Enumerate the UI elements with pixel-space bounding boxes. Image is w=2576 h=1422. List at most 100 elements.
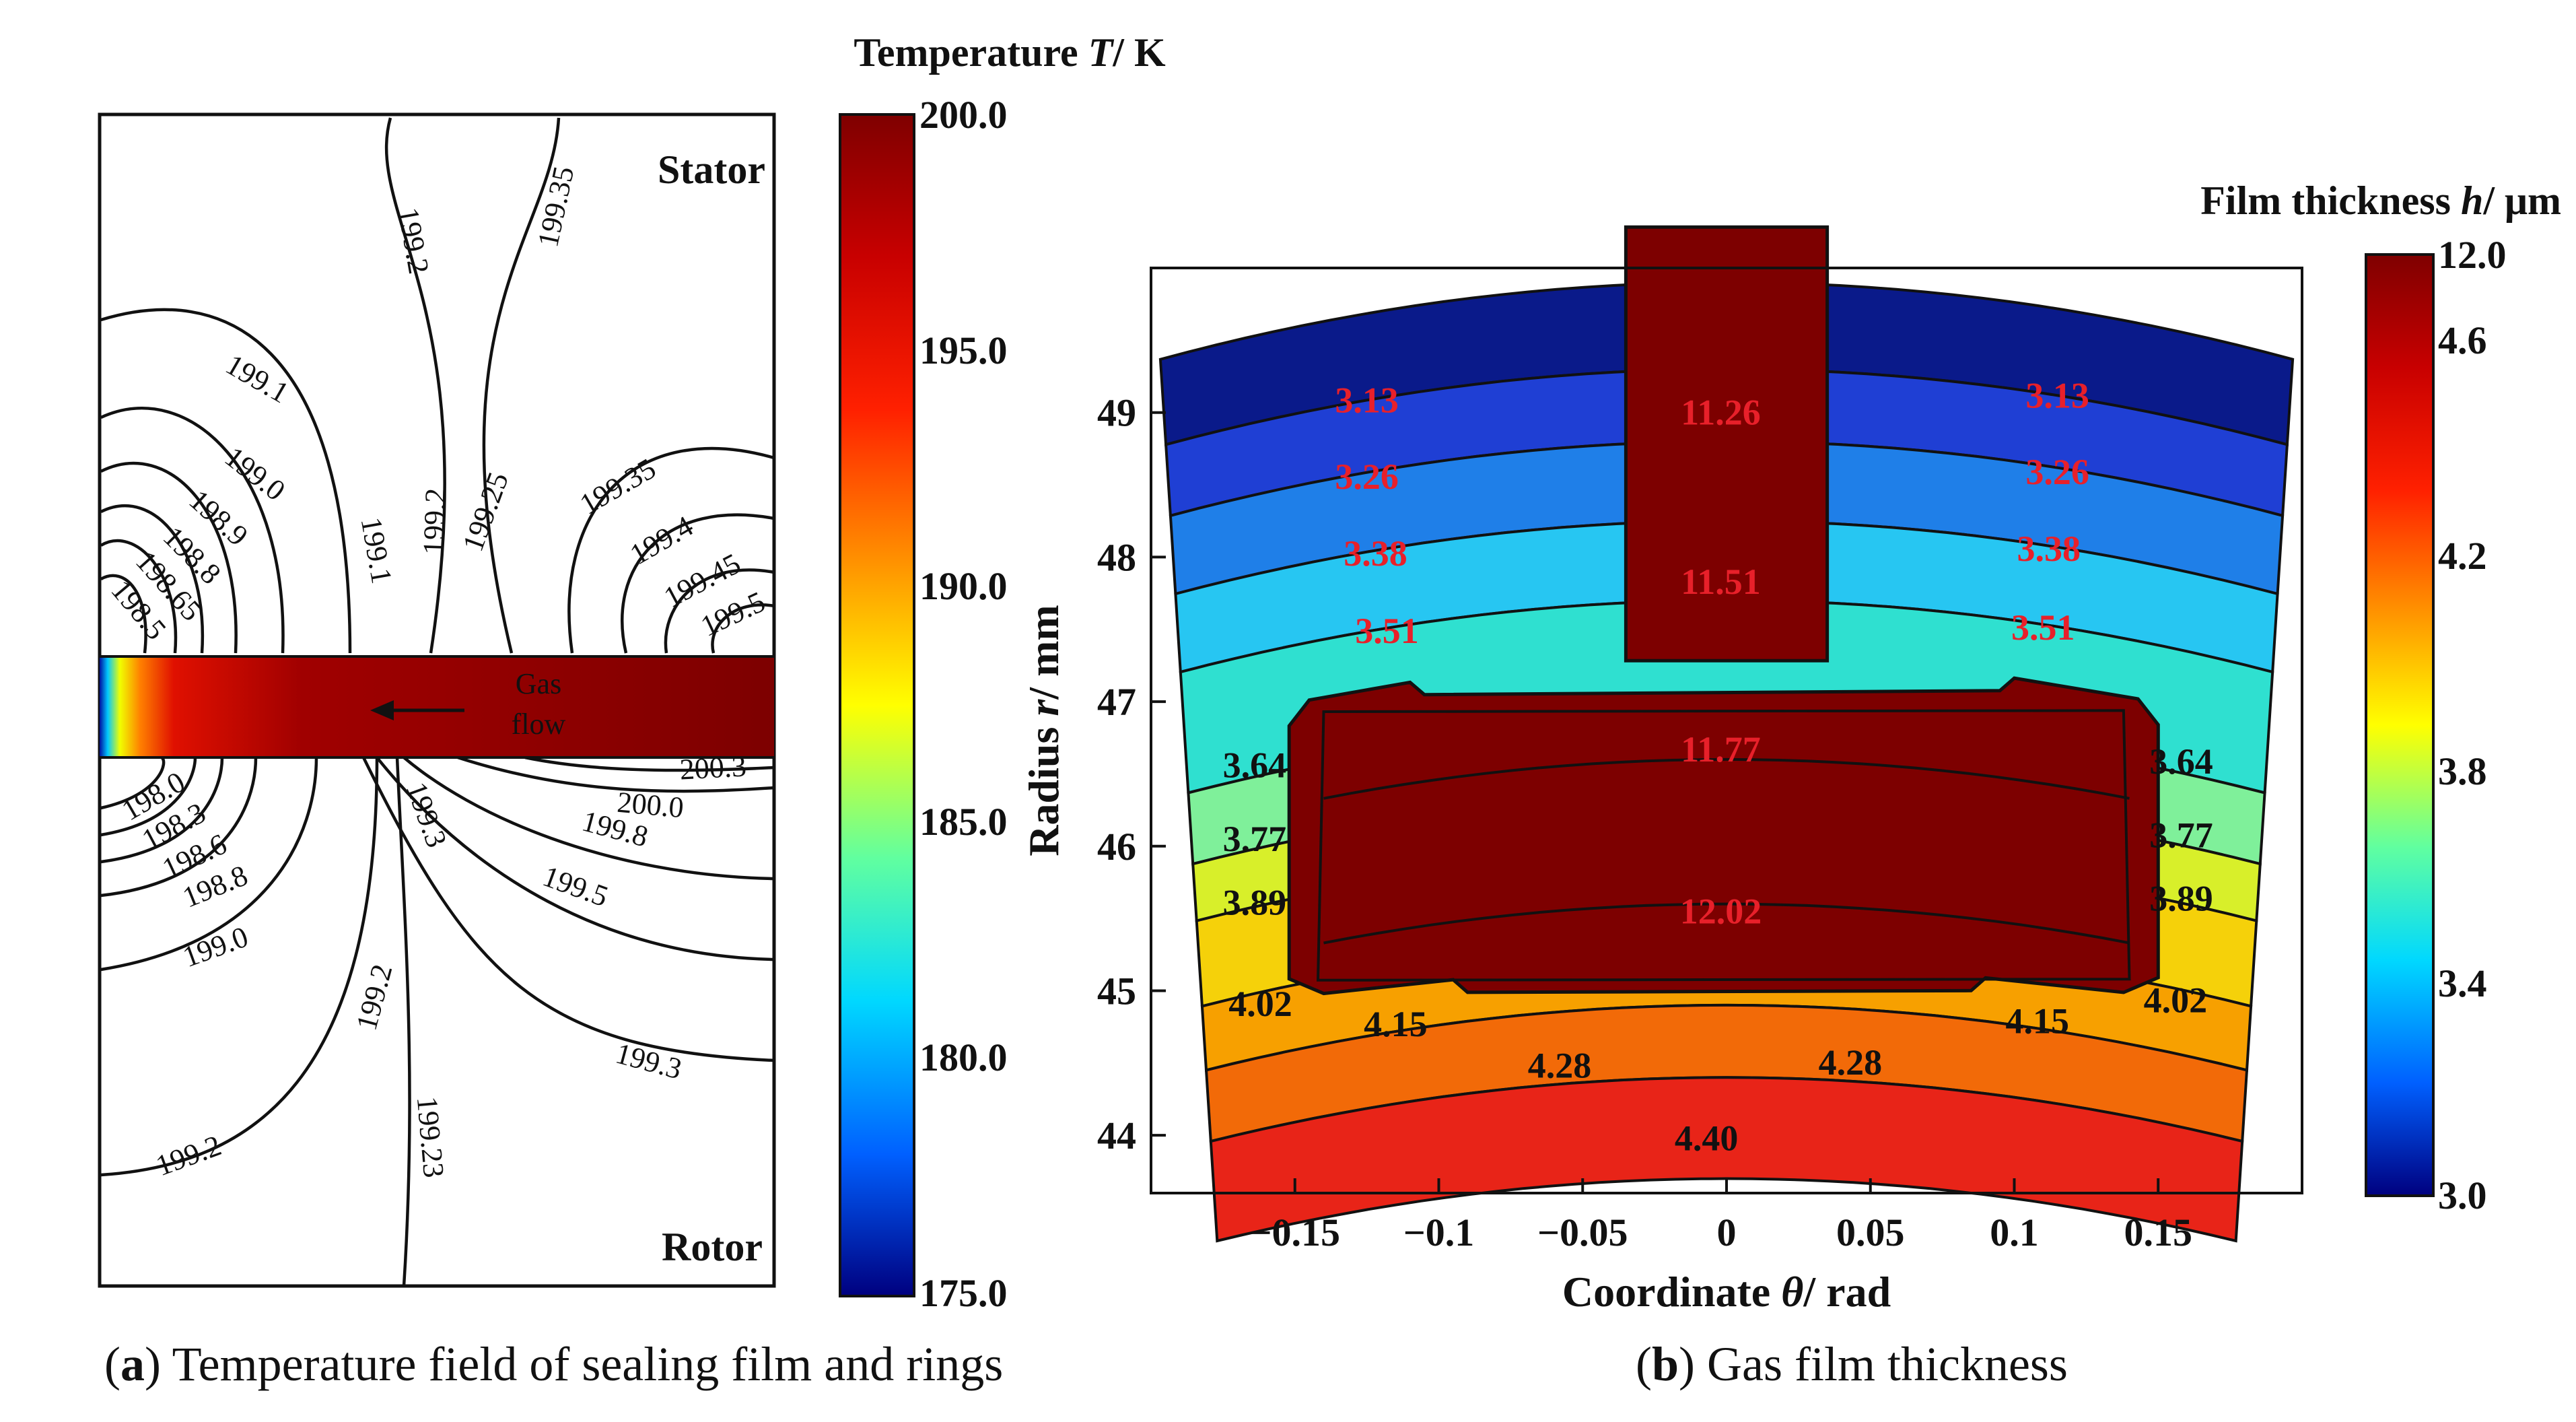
isotherm-line (100, 757, 379, 1177)
colorbar-a-tick: 200.0 (919, 93, 1008, 137)
groove-contour-1 (1323, 902, 2130, 945)
flow-arrow (370, 700, 464, 720)
isotherm-line (100, 407, 285, 654)
contour-label: 11.77 (1681, 729, 1761, 770)
contour-label: 199.2 (417, 487, 452, 555)
colorbar-b-gradient (2365, 253, 2435, 1197)
y-tick-label: 45 (1097, 969, 1136, 1013)
stator-label: Stator (658, 147, 765, 192)
contour-label: 3.13 (2025, 375, 2089, 415)
colorbar-b-tick: 4.6 (2438, 318, 2487, 362)
colorbar-a-tick: 175.0 (919, 1271, 1008, 1315)
x-tick-label: −0.1 (1403, 1211, 1475, 1254)
contour-label: 3.51 (1355, 611, 1419, 651)
contour-label: 11.51 (1681, 562, 1761, 602)
isotherm-line (100, 757, 258, 898)
isotherm-line (100, 755, 166, 810)
groove-region (1287, 225, 2160, 996)
colorbar-b-ticks: 12.0 4.6 4.2 3.8 3.4 3.0 (2438, 233, 2507, 1217)
isotherm-line (621, 513, 774, 654)
x-tick-label: 0.15 (2124, 1211, 2193, 1254)
isotherm-line (711, 603, 774, 654)
contour-label: 3.64 (1223, 745, 1287, 785)
colorbar-b-tick: 12.0 (2438, 233, 2507, 277)
x-axis-ticks: −0.15 −0.1 −0.05 0 0.05 0.1 0.15 (1249, 1178, 2192, 1254)
colorbar-b-title: Film thickness h/ μm (2200, 178, 2561, 223)
rotor-label: Rotor (662, 1225, 763, 1269)
groove-body (1287, 676, 2160, 996)
contour-label: 3.77 (1223, 819, 1287, 859)
isotherm-line (376, 756, 774, 961)
x-tick-label: 0.05 (1836, 1211, 1905, 1254)
contour-label: 4.15 (2005, 1001, 2069, 1042)
film-band-10 (1209, 1076, 2244, 1243)
colorbar-b-tick: 4.2 (2438, 534, 2487, 578)
x-tick-label: −0.05 (1537, 1211, 1628, 1254)
isotherm-line (664, 568, 774, 654)
contour-labels: 3.13 3.26 3.38 3.51 3.13 3.26 3.38 3.51 11.26 11.… (1223, 375, 2213, 1158)
isotherm-line (100, 504, 205, 654)
stator-isotherms (100, 117, 774, 654)
y-tick-label: 46 (1097, 825, 1136, 869)
contour-label: 12.02 (1680, 891, 1762, 931)
contour-label: 200.3 (679, 749, 747, 786)
isotherm-line (384, 117, 446, 654)
contour-label: 4.02 (2144, 980, 2208, 1020)
y-axis-label: Radius r/ mm (1020, 605, 1068, 856)
gas-film-strip (100, 656, 774, 757)
contour-label: 3.26 (2025, 452, 2089, 492)
isotherm-line (100, 539, 178, 654)
isotherm-line (457, 755, 774, 793)
isotherm-line (361, 757, 774, 1062)
isotherm-line (567, 446, 774, 654)
colorbar-a-gradient (839, 113, 915, 1297)
contour-label: 3.26 (1335, 456, 1399, 497)
rotor-isotherms (100, 755, 774, 1286)
isotherm-line (100, 461, 238, 654)
colorbar-b: Film thickness h/ μm 12.0 4.6 4.2 3.8 3.… (2200, 178, 2561, 1217)
colorbar-b-tick: 3.4 (2438, 961, 2487, 1005)
y-tick-label: 44 (1097, 1114, 1136, 1157)
y-tick-label: 47 (1097, 680, 1136, 724)
caption-a: (a) Temperature field of sealing film an… (104, 1337, 1004, 1391)
flow-label-1: Gas (516, 667, 561, 700)
contour-label: 3.13 (1335, 380, 1399, 420)
colorbar-a-tick: 195.0 (919, 329, 1008, 372)
contour-label: 4.28 (1528, 1045, 1592, 1085)
isotherm-line (100, 757, 197, 837)
groove-inner-outline (1316, 709, 2131, 982)
groove-stem (1624, 225, 1830, 663)
colorbar-a-title: Temperature T/ K (854, 30, 1166, 75)
colorbar-a: Temperature T/ K 200.0 195.0 190.0 185.0… (839, 30, 1166, 1315)
y-axis-ticks: 44 45 46 47 48 49 (1097, 391, 1166, 1157)
x-tick-label: 0.1 (1990, 1211, 2039, 1254)
contour-label: 11.26 (1681, 393, 1761, 433)
y-tick-label: 49 (1097, 391, 1136, 435)
colorbar-b-tick: 3.8 (2438, 749, 2487, 793)
isotherm-line (482, 117, 561, 654)
colorbar-a-tick: 190.0 (919, 564, 1008, 608)
contour-label: 3.38 (2017, 529, 2081, 569)
colorbar-a-tick: 180.0 (919, 1036, 1008, 1079)
contour-label: 3.77 (2149, 815, 2213, 855)
isotherm-line (100, 757, 224, 864)
contour-label: 199.23 (411, 1095, 450, 1179)
contour-label: 4.40 (1675, 1118, 1739, 1159)
contour-label: 3.89 (1223, 882, 1287, 922)
isotherm-line (100, 574, 147, 654)
contour-label: 3.38 (1344, 533, 1407, 574)
contour-label: 3.51 (2011, 607, 2075, 648)
contour-label: 3.89 (2149, 879, 2213, 919)
isotherm-line (524, 755, 774, 772)
groove-contour-0 (1323, 757, 2130, 800)
colorbar-a-tick: 185.0 (919, 800, 1008, 844)
contour-label: 4.15 (1364, 1004, 1428, 1044)
isotherm-line (403, 756, 774, 881)
x-tick-label: 0 (1717, 1211, 1737, 1254)
x-axis-label: Coordinate θ/ rad (1562, 1268, 1891, 1316)
contour-label: 4.02 (1228, 984, 1292, 1024)
flow-label-2: flow (512, 708, 566, 741)
caption-b: (b) Gas film thickness (1636, 1337, 2068, 1391)
panel-b: −0.15 −0.1 −0.05 0 0.05 0.1 0.15 444546474849 … (1020, 225, 2303, 1316)
